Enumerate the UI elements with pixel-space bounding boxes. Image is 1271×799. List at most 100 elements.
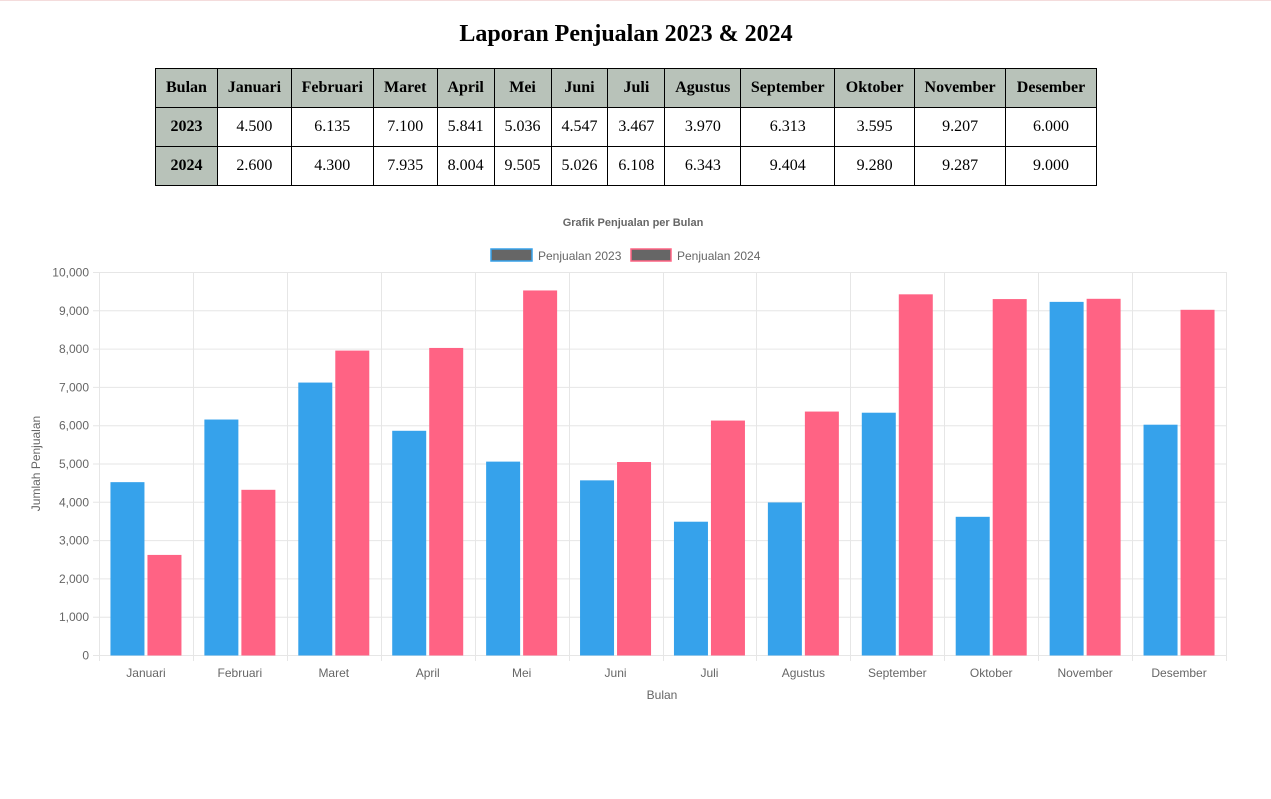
table-cell: 9.000 (1005, 146, 1097, 186)
table-cell: 7.100 (372, 107, 438, 147)
bar-2023 (767, 502, 802, 656)
x-axis-title: Bulan (647, 688, 678, 702)
x-tick-label: Mei (512, 666, 531, 680)
x-tick-label: November (1057, 666, 1112, 680)
y-tick-label: 10,000 (52, 266, 89, 280)
header-cell: Oktober (834, 68, 916, 108)
bar-2023 (298, 382, 333, 656)
header-cell: Desember (1005, 68, 1097, 108)
bar-2024 (147, 554, 182, 656)
bar-2023 (1143, 424, 1178, 656)
bar-2023 (204, 419, 239, 656)
bar-2024 (992, 299, 1027, 656)
sales-bar-chart: Grafik Penjualan per Bulan Penjualan 2023… (29, 217, 1227, 702)
y-tick-label: 6,000 (59, 419, 89, 433)
x-tick-label: September (868, 666, 927, 680)
bar-2023 (955, 516, 990, 656)
bar-2023 (673, 521, 708, 656)
legend-swatch (630, 248, 672, 262)
table-cell: 9.280 (834, 146, 916, 186)
bar-2024 (523, 290, 558, 656)
chart-title: Grafik Penjualan per Bulan (563, 217, 704, 229)
x-tick-label: Januari (126, 666, 165, 680)
x-tick-label: Maret (318, 666, 349, 680)
table-cell: 6.108 (607, 146, 666, 186)
bar-2023 (110, 482, 145, 656)
y-tick-label: 1,000 (59, 610, 89, 624)
x-tick-label: Desember (1151, 666, 1206, 680)
table-cell: 6.000 (1005, 107, 1097, 147)
row-label: 2023 (155, 107, 218, 147)
legend-swatch (490, 248, 533, 262)
bar-2024 (241, 489, 276, 656)
table-cell: 2.600 (216, 146, 292, 186)
table-cell: 4.500 (216, 107, 292, 147)
header-cell: Juli (607, 68, 666, 108)
x-tick-label: Februari (218, 666, 263, 680)
row-label: 2024 (155, 146, 218, 186)
y-tick-label: 0 (82, 649, 89, 663)
table-cell: 3.467 (607, 107, 666, 147)
y-tick-label: 9,000 (59, 304, 89, 318)
table-cell: 9.207 (914, 107, 1007, 147)
table-cell: 5.036 (493, 107, 552, 147)
x-tick-label: Agustus (782, 666, 825, 680)
x-tick-label: Juli (700, 666, 718, 680)
bar-2023 (392, 430, 427, 656)
top-border-line (0, 0, 1271, 1)
bar-2023 (1049, 301, 1084, 656)
table-cell: 6.343 (664, 146, 742, 186)
page-title: Laporan Penjualan 2023 & 2024 (459, 21, 793, 47)
x-tick-label: Oktober (970, 666, 1013, 680)
table-cell: 7.935 (372, 146, 438, 186)
table-cell: 6.313 (740, 107, 836, 147)
bar-2023 (486, 461, 521, 656)
bar-2024 (1180, 309, 1215, 656)
y-tick-label: 3,000 (59, 534, 89, 548)
table-cell: 4.547 (550, 107, 609, 147)
bar-2024 (804, 411, 839, 656)
header-cell: Januari (216, 68, 292, 108)
header-cell: April (436, 68, 495, 108)
table-cell: 8.004 (436, 146, 495, 186)
header-cell: September (740, 68, 836, 108)
table-header-row: Bulan Januari Februari Maret April Mei J… (155, 68, 1097, 108)
x-tick-label: Juni (605, 666, 627, 680)
y-tick-label: 4,000 (59, 495, 89, 509)
table-row: 2023 4.500 6.135 7.100 5.841 5.036 4.547… (155, 107, 1097, 147)
y-tick-label: 8,000 (59, 342, 89, 356)
header-cell: Maret (372, 68, 438, 108)
bar-2024 (429, 347, 464, 656)
table-cell: 6.135 (290, 107, 374, 147)
bar-2024 (710, 420, 745, 656)
bar-2024 (617, 462, 652, 656)
legend-label: Penjualan 2024 (677, 249, 761, 263)
table-cell: 5.026 (550, 146, 609, 186)
table-cell: 9.404 (740, 146, 836, 186)
sales-table: Bulan Januari Februari Maret April Mei J… (155, 68, 1097, 186)
table-cell: 3.970 (664, 107, 742, 147)
bar-2024 (1086, 298, 1121, 656)
y-tick-label: 5,000 (59, 457, 89, 471)
bar-2024 (898, 294, 933, 656)
y-tick-label: 2,000 (59, 572, 89, 586)
header-cell: Bulan (155, 68, 218, 108)
header-cell: Februari (290, 68, 374, 108)
bar-2023 (580, 480, 615, 656)
table-cell: 9.287 (914, 146, 1007, 186)
header-cell: Agustus (664, 68, 742, 108)
table-row: 2024 2.600 4.300 7.935 8.004 9.505 5.026… (155, 146, 1097, 186)
bar-2024 (335, 350, 370, 656)
table-cell: 9.505 (493, 146, 552, 186)
header-cell: Mei (493, 68, 552, 108)
header-cell: November (914, 68, 1007, 108)
table-cell: 5.841 (436, 107, 495, 147)
y-tick-label: 7,000 (59, 380, 89, 394)
x-tick-label: April (416, 666, 440, 680)
legend-label: Penjualan 2023 (538, 249, 622, 263)
y-axis-title: Jumlah Penjualan (29, 416, 43, 511)
table-cell: 3.595 (834, 107, 916, 147)
header-cell: Juni (550, 68, 609, 108)
table-cell: 4.300 (290, 146, 374, 186)
bar-2023 (861, 412, 896, 656)
